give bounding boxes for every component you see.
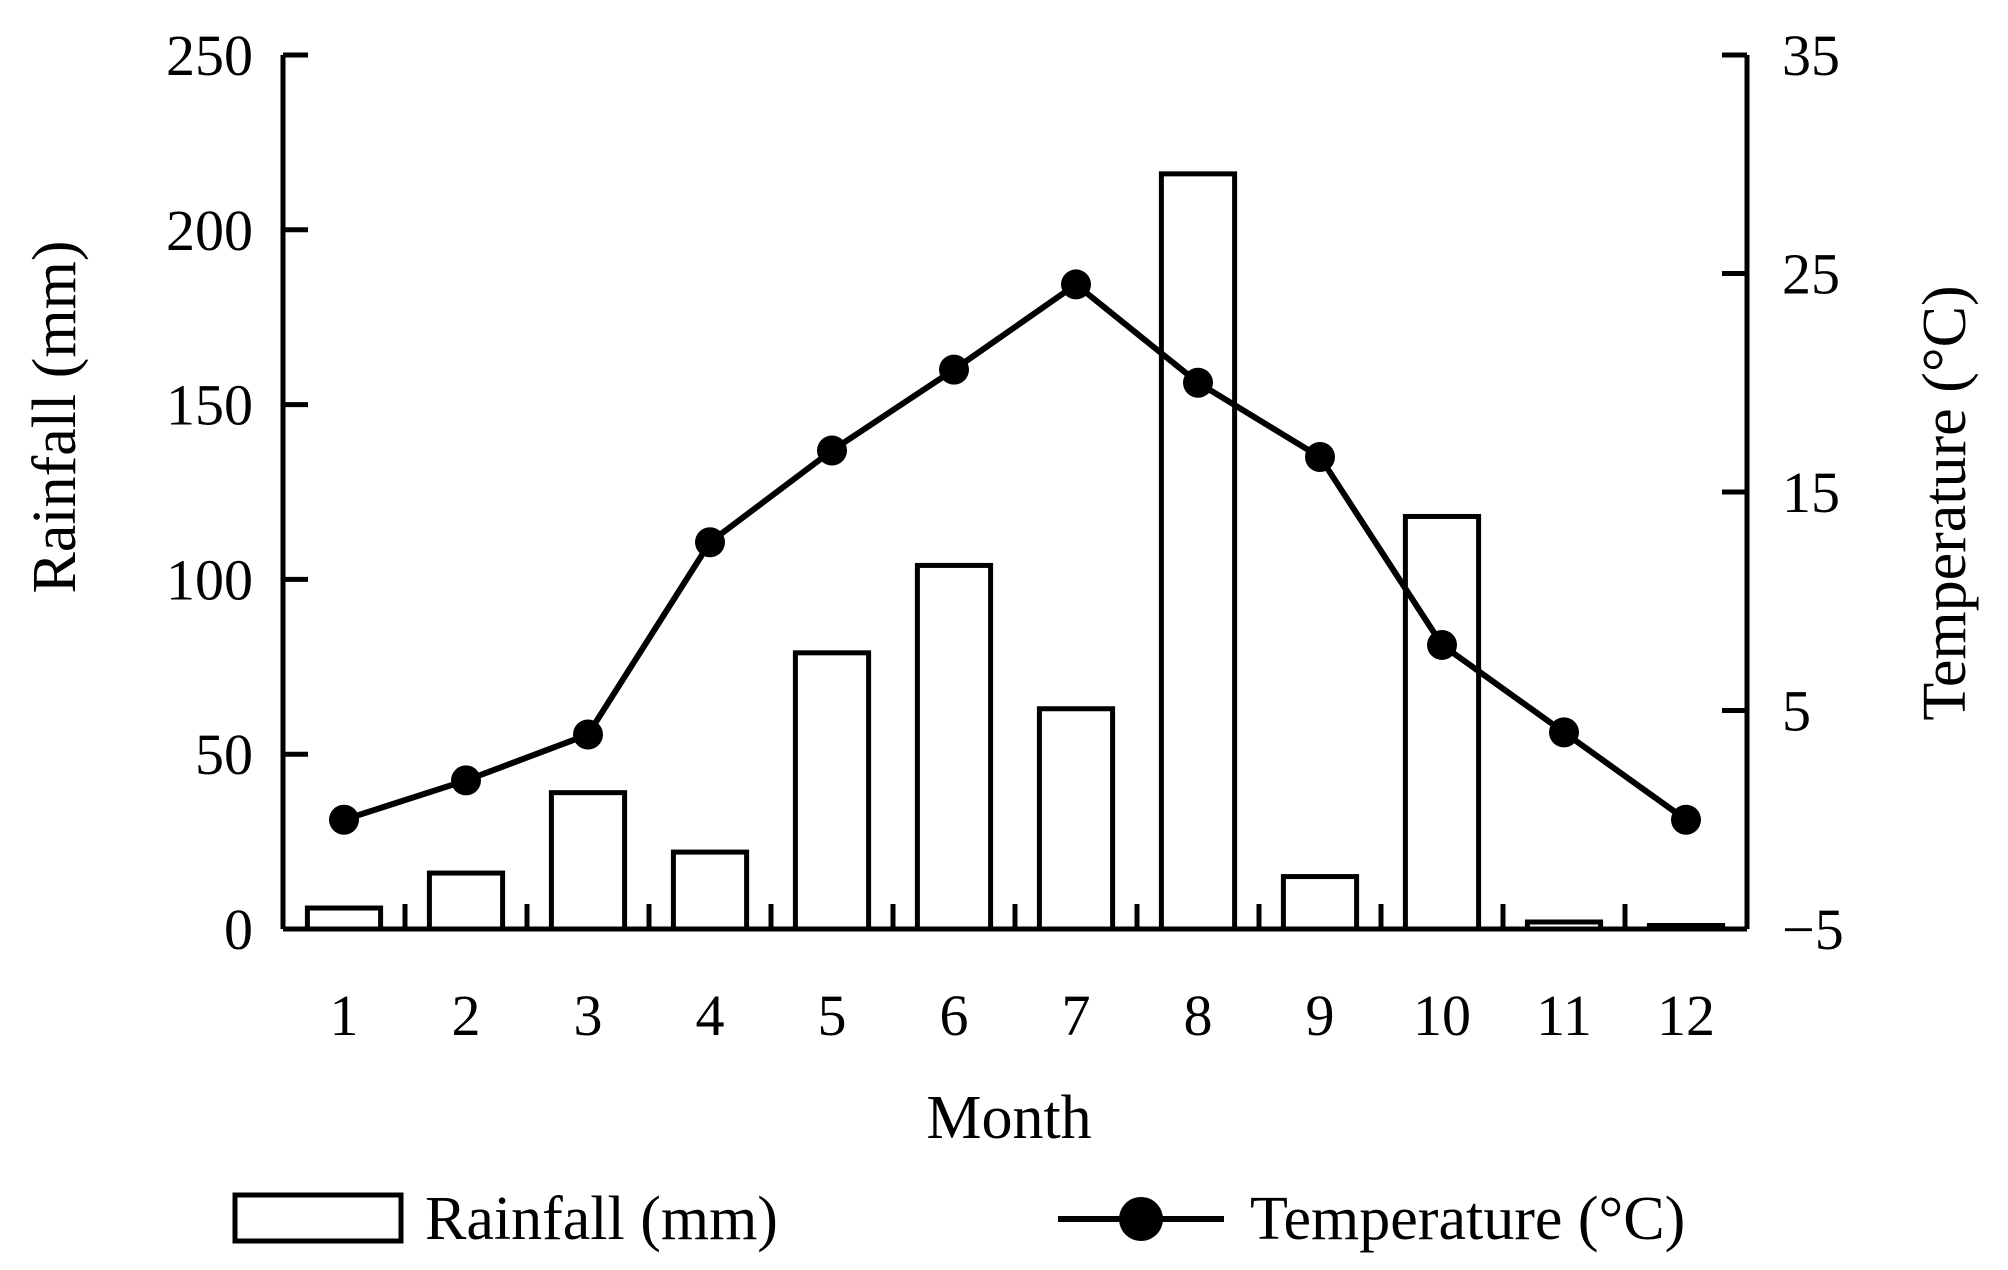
x-tick-label-4: 4 — [696, 983, 725, 1048]
x-tick-label-8: 8 — [1184, 983, 1213, 1048]
x-tick-label-10: 10 — [1413, 983, 1471, 1048]
temperature-point-4 — [695, 527, 725, 558]
legend: Rainfall (mm) Temperature (°C) — [232, 1185, 1685, 1253]
temperature-point-5 — [817, 435, 847, 466]
rainfall-bar-4 — [670, 849, 750, 932]
temperature-point-1 — [329, 804, 359, 835]
temperature-point-6 — [939, 354, 969, 385]
x-tick-label-12: 12 — [1657, 983, 1715, 1048]
temperature-series-line — [343, 281, 1688, 823]
legend-rainfall-swatch — [232, 1192, 404, 1244]
y-axis-title: Rainfall (mm) — [21, 241, 89, 594]
rainfall-bar-5 — [792, 650, 872, 932]
x-tick-label-11: 11 — [1536, 983, 1592, 1048]
rainfall-bar-10 — [1402, 513, 1482, 932]
y2-axis-title: Temperature (°C) — [1911, 285, 1979, 720]
rainfall-bar-9 — [1280, 874, 1360, 932]
y2-tick-label-4: 35 — [1782, 23, 1840, 88]
axes — [280, 52, 1750, 932]
x-tick-label-2: 2 — [452, 983, 481, 1048]
y2-tick-label-0: −5 — [1782, 897, 1844, 962]
x-tick-label-3: 3 — [574, 983, 603, 1048]
y2-tick-label-3: 25 — [1782, 242, 1840, 307]
rainfall-bar-3 — [548, 790, 628, 932]
temperature-point-9 — [1305, 442, 1335, 473]
rainfall-bar-1 — [304, 905, 384, 932]
rainfall-bar-8 — [1158, 171, 1238, 932]
y2-tick-label-1: 5 — [1782, 679, 1811, 744]
y-tick-label-100: 100 — [166, 547, 253, 612]
temperature-point-7 — [1061, 269, 1091, 300]
temperature-point-3 — [573, 719, 603, 750]
temperature-line — [329, 269, 1701, 835]
y-tick-label-150: 150 — [166, 373, 253, 438]
y-tick-label-0: 0 — [224, 897, 253, 962]
temperature-point-12 — [1671, 804, 1701, 835]
rainfall-bars — [304, 171, 1726, 932]
rainfall-bar-2 — [426, 870, 506, 932]
legend-temperature-marker — [1119, 1197, 1163, 1241]
y2-tick-label-2: 15 — [1782, 460, 1840, 525]
x-tick-label-1: 1 — [330, 983, 359, 1048]
legend-rainfall-label: Rainfall (mm) — [425, 1185, 778, 1253]
legend-temperature-label: Temperature (°C) — [1250, 1185, 1685, 1253]
temperature-point-10 — [1427, 629, 1457, 660]
y-tick-label-250: 250 — [166, 23, 253, 88]
x-tick-label-6: 6 — [940, 983, 969, 1048]
rainfall-bar-6 — [914, 562, 994, 932]
temperature-point-2 — [451, 765, 481, 796]
y-tick-label-200: 200 — [166, 198, 253, 263]
x-axis-title: Month — [926, 1084, 1091, 1152]
x-tick-label-7: 7 — [1062, 983, 1091, 1048]
rainfall-bar-7 — [1036, 706, 1116, 932]
y-tick-label-50: 50 — [195, 722, 253, 787]
temperature-point-11 — [1549, 717, 1579, 748]
x-tick-label-9: 9 — [1306, 983, 1335, 1048]
x-tick-label-5: 5 — [818, 983, 847, 1048]
temperature-point-8 — [1183, 367, 1213, 398]
